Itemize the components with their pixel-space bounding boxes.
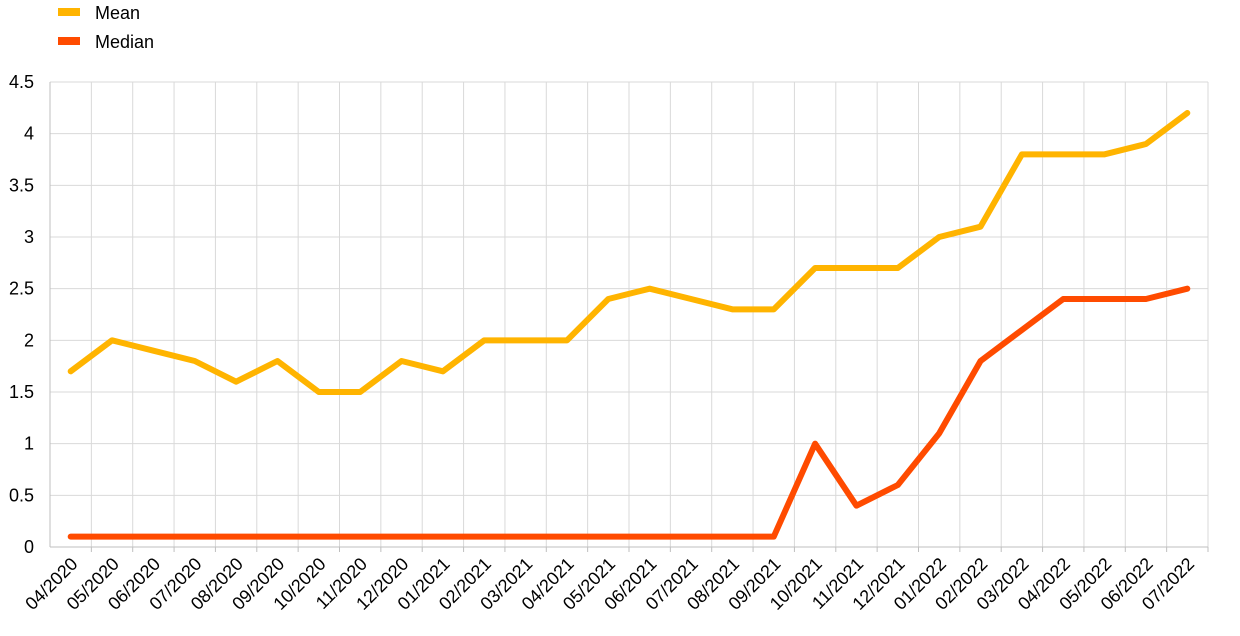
- y-tick-label: 2.5: [9, 279, 34, 299]
- y-tick-label: 4.5: [9, 72, 34, 92]
- legend-label-mean: Mean: [95, 3, 140, 23]
- y-tick-label: 1.5: [9, 382, 34, 402]
- y-tick-label: 2: [24, 330, 34, 350]
- series-lines: [67, 110, 1191, 540]
- legend-swatch-median: [58, 37, 80, 45]
- y-tick-label: 3: [24, 227, 34, 247]
- gridlines: [50, 81, 1209, 547]
- legend: Mean Median: [58, 3, 154, 52]
- y-tick-label: 1: [24, 434, 34, 454]
- legend-item-median: Median: [58, 32, 154, 52]
- y-tick-label: 3.5: [9, 175, 34, 195]
- series-line-mean: [67, 110, 1191, 395]
- y-tick-label: 0.5: [9, 485, 34, 505]
- legend-item-mean: Mean: [58, 3, 140, 23]
- x-axis-ticks: 04/202005/202006/202007/202008/202009/20…: [21, 547, 1209, 614]
- y-tick-label: 0: [24, 537, 34, 557]
- y-axis-ticks: 0 0.5 1 1.5 2 2.5 3 3.5 4 4.5: [9, 72, 34, 557]
- legend-swatch-mean: [58, 8, 80, 16]
- y-tick-label: 4: [24, 124, 34, 144]
- legend-label-median: Median: [95, 32, 154, 52]
- series-line-median: [67, 285, 1191, 540]
